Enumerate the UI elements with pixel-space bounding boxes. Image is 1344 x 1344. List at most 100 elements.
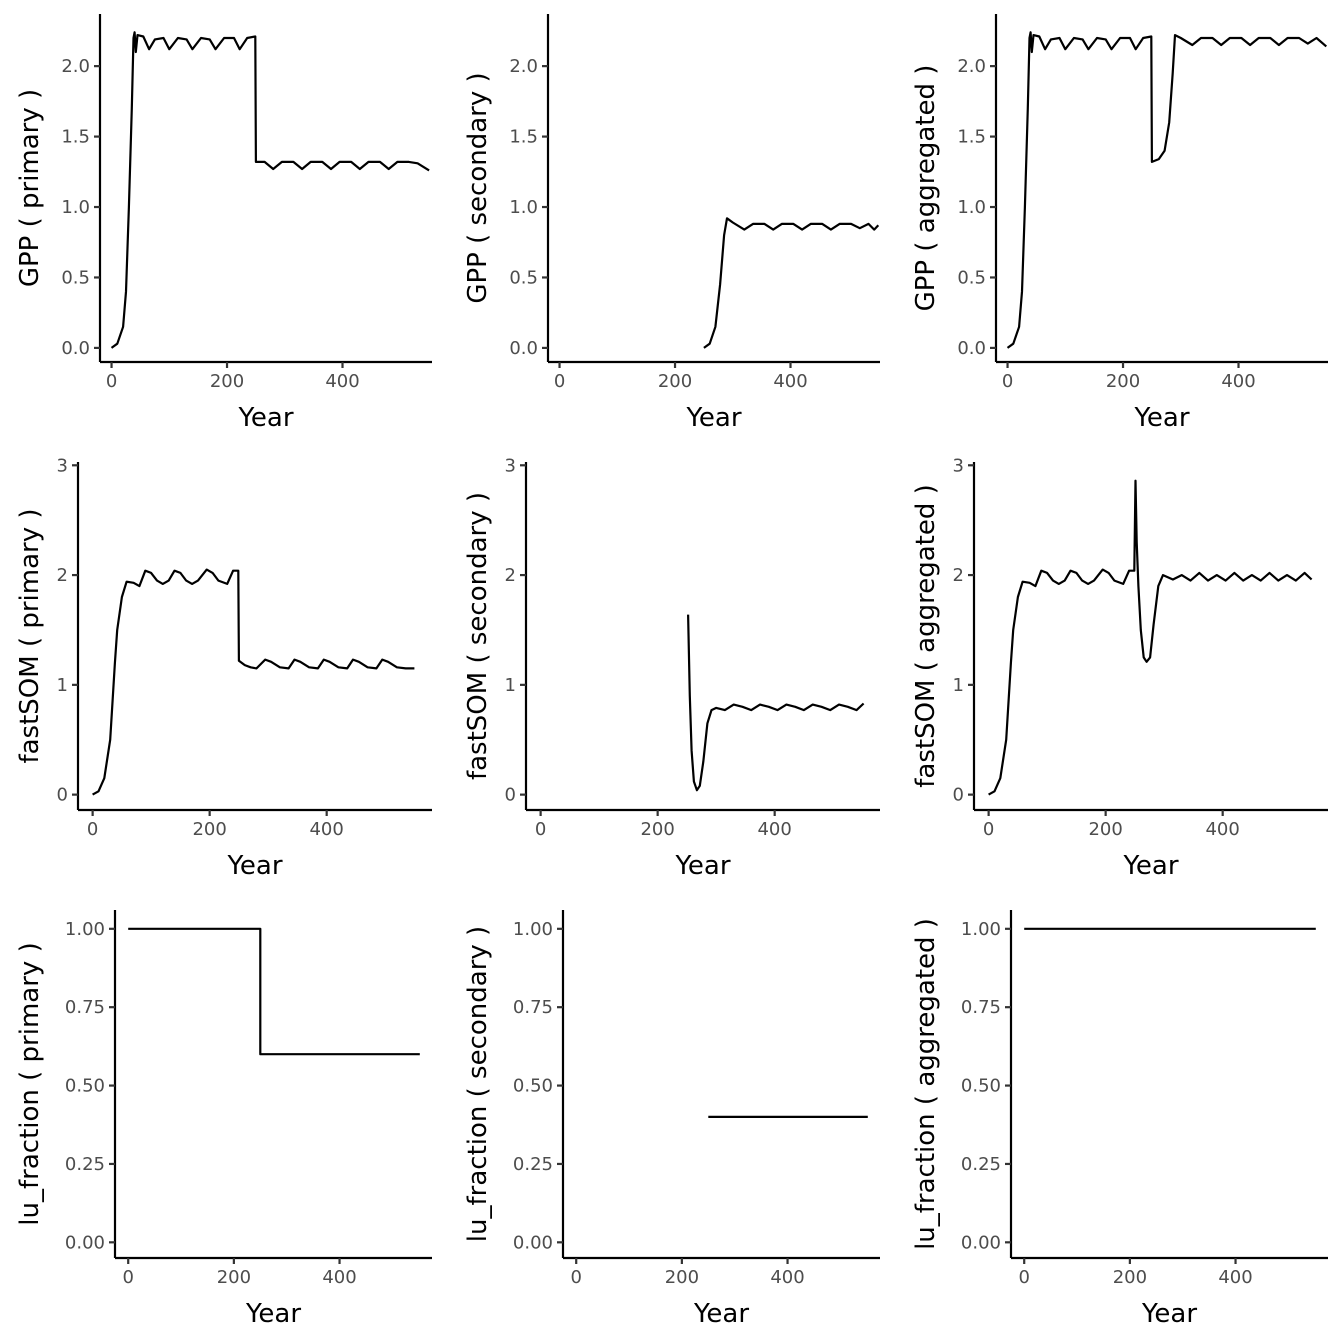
- y-tick-label: 0.00: [513, 1232, 553, 1253]
- y-tick-label: 1.5: [509, 127, 538, 148]
- y-tick-label: 2: [505, 565, 516, 586]
- x-tick-label: 0: [1002, 371, 1013, 392]
- y-tick-label: 0.00: [65, 1232, 105, 1253]
- y-tick-label: 0.25: [961, 1154, 1001, 1175]
- y-tick-label: 2: [953, 565, 964, 586]
- x-axis-label: Year: [1141, 1299, 1197, 1329]
- y-tick-label: 3: [57, 455, 68, 476]
- x-tick-label: 400: [773, 371, 807, 392]
- y-tick-label: 0.25: [513, 1154, 553, 1175]
- series-line: [703, 217, 880, 349]
- y-tick-label: 1.5: [61, 127, 90, 148]
- x-axis-label: Year: [1122, 851, 1178, 881]
- y-axis-label: fastSOM ( primary ): [15, 508, 45, 763]
- y-tick-label: 1: [505, 675, 516, 696]
- x-tick-label: 200: [1113, 1267, 1147, 1288]
- y-tick-label: 1.0: [509, 197, 538, 218]
- x-tick-label: 400: [757, 819, 791, 840]
- x-tick-label: 200: [665, 1267, 699, 1288]
- panel-7: 0.00 0.25 0.50 0.75 1.00 0 200 400 Year lu_fracti…: [15, 910, 432, 1329]
- y-tick-label: 0.75: [65, 997, 105, 1018]
- y-axis-label: lu_fraction ( secondary ): [463, 926, 493, 1242]
- y-tick-label: 0.75: [513, 997, 553, 1018]
- panel-9: 0.00 0.25 0.50 0.75 1.00 0 200 400 Year lu_fracti…: [911, 910, 1328, 1329]
- panel-1: 0.0 0.5 1.0 1.5 2.0 0 200 400 Year GPP ( primary …: [15, 14, 432, 433]
- y-axis-label: fastSOM ( aggregated ): [911, 484, 941, 788]
- series-line: [128, 927, 420, 1056]
- x-tick-label: 200: [192, 819, 226, 840]
- y-tick-label: 0: [57, 785, 68, 806]
- series-line: [110, 31, 430, 349]
- x-tick-label: 400: [1221, 371, 1255, 392]
- y-tick-label: 0.5: [509, 267, 538, 288]
- x-tick-label: 200: [210, 371, 244, 392]
- x-axis-label: Year: [685, 403, 741, 433]
- y-tick-label: 0.50: [961, 1076, 1001, 1097]
- y-tick-label: 0.5: [61, 267, 90, 288]
- y-axis-label: fastSOM ( secondary ): [463, 492, 493, 780]
- x-tick-label: 0: [122, 1267, 133, 1288]
- panel-8: 0.00 0.25 0.50 0.75 1.00 0 200 400 Year lu_fracti…: [463, 910, 880, 1329]
- x-tick-label: 200: [658, 371, 692, 392]
- y-axis-label: GPP ( secondary ): [463, 72, 493, 303]
- y-tick-label: 2.0: [61, 56, 90, 77]
- series-line: [988, 479, 1313, 796]
- y-tick-label: 0.25: [65, 1154, 105, 1175]
- y-axis-label: lu_fraction ( primary ): [15, 942, 45, 1225]
- y-tick-label: 3: [953, 455, 964, 476]
- x-tick-label: 400: [1205, 819, 1239, 840]
- y-tick-label: 0.00: [961, 1232, 1001, 1253]
- x-tick-label: 0: [570, 1267, 581, 1288]
- panel-2: 0.0 0.5 1.0 1.5 2.0 0 200 400 Year GPP ( secondar…: [463, 14, 880, 433]
- x-tick-label: 200: [1106, 371, 1140, 392]
- y-tick-label: 0.0: [509, 338, 538, 359]
- y-tick-label: 1.00: [513, 919, 553, 940]
- x-tick-label: 0: [554, 371, 565, 392]
- x-tick-label: 400: [322, 1267, 356, 1288]
- y-tick-label: 0.0: [61, 338, 90, 359]
- x-tick-label: 400: [770, 1267, 804, 1288]
- x-axis-label: Year: [237, 403, 293, 433]
- y-tick-label: 2.0: [957, 56, 986, 77]
- panel-4: 0 1 2 3 0 200 400 Year fastSOM ( primary ): [15, 455, 432, 881]
- x-axis-label: Year: [1133, 403, 1189, 433]
- series-line: [92, 568, 415, 796]
- y-tick-label: 0.75: [961, 997, 1001, 1018]
- x-tick-label: 200: [217, 1267, 251, 1288]
- x-axis-label: Year: [226, 851, 282, 881]
- y-tick-label: 1: [57, 675, 68, 696]
- x-tick-label: 0: [535, 819, 546, 840]
- panel-6: 0 1 2 3 0 200 400 Year fastSOM ( aggregated ): [911, 455, 1328, 881]
- y-tick-label: 2: [57, 565, 68, 586]
- y-tick-label: 0.5: [957, 267, 986, 288]
- panel-5: 0 1 2 3 0 200 400 Year fastSOM ( secondary ): [463, 455, 880, 881]
- x-axis-label: Year: [674, 851, 730, 881]
- x-tick-label: 0: [106, 371, 117, 392]
- y-tick-label: 0: [953, 785, 964, 806]
- y-tick-label: 0.0: [957, 338, 986, 359]
- y-tick-label: 1.5: [957, 127, 986, 148]
- x-tick-label: 200: [640, 819, 674, 840]
- x-tick-label: 400: [309, 819, 343, 840]
- y-tick-label: 1.00: [961, 919, 1001, 940]
- y-tick-label: 0.50: [513, 1076, 553, 1097]
- x-tick-label: 0: [1018, 1267, 1029, 1288]
- x-tick-label: 0: [983, 819, 994, 840]
- y-axis-label: GPP ( primary ): [15, 89, 45, 287]
- x-tick-label: 0: [87, 819, 98, 840]
- y-tick-label: 1.0: [61, 197, 90, 218]
- y-tick-label: 1: [953, 675, 964, 696]
- series-line: [687, 614, 865, 792]
- y-tick-label: 2.0: [509, 56, 538, 77]
- x-tick-label: 400: [325, 371, 359, 392]
- panel-3: 0.0 0.5 1.0 1.5 2.0 0 200 400 Year GPP ( aggregat…: [911, 14, 1328, 433]
- series-line: [1006, 31, 1328, 349]
- x-axis-label: Year: [693, 1299, 749, 1329]
- x-axis-label: Year: [245, 1299, 301, 1329]
- y-tick-label: 0: [505, 785, 516, 806]
- x-tick-label: 400: [1218, 1267, 1252, 1288]
- x-tick-label: 200: [1088, 819, 1122, 840]
- y-tick-label: 3: [505, 455, 516, 476]
- y-tick-label: 1.0: [957, 197, 986, 218]
